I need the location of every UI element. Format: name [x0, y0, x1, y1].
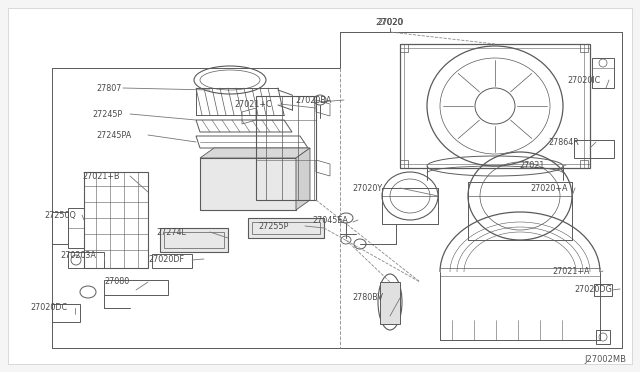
Text: 27045EA: 27045EA — [312, 215, 348, 224]
Text: 27807: 27807 — [96, 83, 122, 93]
Text: 27020IC: 27020IC — [567, 76, 600, 84]
Polygon shape — [248, 218, 324, 238]
Text: 27020DC: 27020DC — [30, 304, 67, 312]
Text: 27080: 27080 — [104, 278, 129, 286]
Text: 27021+B: 27021+B — [82, 171, 120, 180]
Text: 270203A: 270203A — [60, 251, 96, 260]
Polygon shape — [160, 228, 228, 252]
Text: 27864R: 27864R — [548, 138, 579, 147]
Text: J27002MB: J27002MB — [584, 356, 626, 365]
Text: 27020BA: 27020BA — [295, 96, 332, 105]
Text: 27020+A: 27020+A — [530, 183, 568, 192]
Text: 27020DF: 27020DF — [148, 254, 184, 263]
Bar — [580, 160, 588, 168]
Text: 27274L: 27274L — [156, 228, 186, 237]
Text: 27020Y: 27020Y — [352, 183, 382, 192]
Bar — [400, 44, 408, 52]
Text: 27021: 27021 — [519, 160, 545, 170]
Text: 27245PA: 27245PA — [96, 131, 131, 140]
Bar — [380, 282, 400, 324]
Polygon shape — [200, 148, 310, 158]
Text: 27020DG: 27020DG — [574, 285, 612, 294]
Polygon shape — [296, 148, 310, 210]
Bar — [580, 44, 588, 52]
Text: 27020: 27020 — [378, 17, 403, 26]
Text: 2780BV: 2780BV — [352, 294, 383, 302]
Text: 27021+C: 27021+C — [234, 99, 271, 109]
Text: 27020: 27020 — [376, 17, 404, 26]
Polygon shape — [200, 158, 296, 210]
Text: 27021+A: 27021+A — [552, 266, 589, 276]
Bar — [400, 160, 408, 168]
Text: 27255P: 27255P — [258, 221, 289, 231]
Text: 27245P: 27245P — [92, 109, 122, 119]
Text: 27250Q: 27250Q — [44, 211, 76, 219]
